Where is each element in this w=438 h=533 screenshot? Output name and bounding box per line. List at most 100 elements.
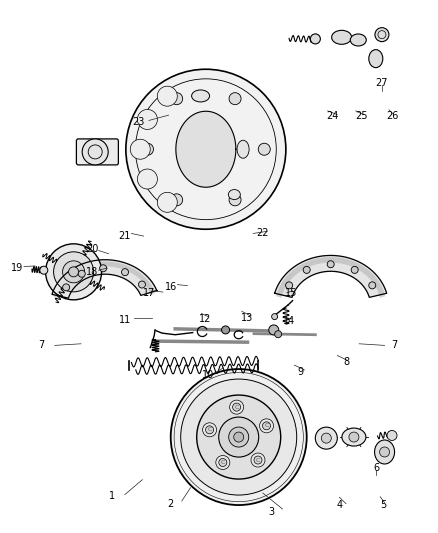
Circle shape: [387, 431, 397, 440]
Circle shape: [78, 270, 85, 277]
Text: 21: 21: [119, 231, 131, 240]
Ellipse shape: [237, 140, 249, 158]
Circle shape: [138, 109, 157, 130]
Text: C: C: [265, 423, 269, 429]
Circle shape: [260, 419, 273, 433]
Text: 12: 12: [199, 314, 211, 324]
Text: C: C: [221, 460, 225, 465]
Circle shape: [181, 379, 297, 495]
Text: 1: 1: [109, 491, 115, 500]
Circle shape: [254, 456, 262, 464]
Circle shape: [157, 86, 177, 106]
Circle shape: [380, 447, 389, 457]
Circle shape: [63, 261, 85, 283]
Circle shape: [82, 139, 108, 165]
Text: 9: 9: [297, 367, 303, 377]
Circle shape: [205, 426, 214, 434]
Circle shape: [197, 395, 281, 479]
Circle shape: [229, 194, 241, 206]
Circle shape: [327, 261, 334, 268]
Circle shape: [219, 417, 259, 457]
Text: 17: 17: [143, 288, 155, 298]
Text: 27: 27: [375, 78, 387, 87]
Circle shape: [53, 252, 94, 292]
Circle shape: [121, 269, 128, 276]
Ellipse shape: [191, 90, 210, 102]
Circle shape: [138, 281, 145, 288]
Text: C: C: [208, 427, 212, 432]
Polygon shape: [176, 111, 236, 187]
Circle shape: [69, 267, 78, 277]
Circle shape: [311, 34, 320, 44]
Ellipse shape: [228, 190, 240, 199]
Circle shape: [233, 403, 240, 411]
Text: 23: 23: [132, 117, 144, 126]
Circle shape: [272, 313, 278, 320]
Text: 22: 22: [257, 229, 269, 238]
Ellipse shape: [350, 34, 366, 46]
Circle shape: [141, 143, 153, 155]
Ellipse shape: [332, 30, 352, 44]
Circle shape: [349, 432, 359, 442]
Text: 8: 8: [343, 358, 349, 367]
Circle shape: [351, 266, 358, 273]
Circle shape: [216, 456, 230, 470]
Text: 24: 24: [327, 111, 339, 121]
Text: 7: 7: [39, 341, 45, 350]
Text: 18: 18: [86, 267, 98, 277]
Polygon shape: [52, 260, 157, 298]
Circle shape: [269, 325, 279, 335]
Circle shape: [303, 266, 310, 273]
Text: C: C: [234, 405, 239, 410]
Text: 15: 15: [285, 288, 297, 298]
Circle shape: [275, 330, 282, 338]
Ellipse shape: [369, 50, 383, 68]
Circle shape: [130, 139, 150, 159]
Text: 2: 2: [168, 499, 174, 508]
Circle shape: [219, 458, 227, 466]
Text: 7: 7: [391, 341, 397, 350]
Circle shape: [262, 422, 271, 430]
Text: 4: 4: [336, 500, 343, 510]
Text: 19: 19: [11, 263, 23, 273]
Text: 3: 3: [268, 507, 275, 516]
FancyBboxPatch shape: [76, 139, 118, 165]
Text: 6: 6: [374, 463, 380, 473]
Circle shape: [234, 432, 244, 442]
Text: 25: 25: [355, 111, 367, 121]
Text: 16: 16: [165, 282, 177, 292]
Circle shape: [203, 423, 217, 437]
Circle shape: [230, 400, 244, 414]
Text: 10: 10: [202, 370, 214, 379]
Text: 14: 14: [283, 316, 295, 326]
Ellipse shape: [342, 428, 366, 446]
Text: 13: 13: [241, 313, 254, 323]
Text: 20: 20: [86, 245, 98, 254]
Polygon shape: [275, 255, 387, 297]
Text: C: C: [256, 457, 260, 463]
Ellipse shape: [374, 440, 395, 464]
Circle shape: [251, 453, 265, 467]
Text: 26: 26: [386, 111, 398, 121]
Circle shape: [229, 93, 241, 104]
Circle shape: [369, 282, 376, 289]
Circle shape: [138, 169, 157, 189]
Circle shape: [40, 266, 48, 274]
Circle shape: [63, 284, 70, 291]
Circle shape: [46, 244, 102, 300]
Circle shape: [286, 282, 293, 289]
Circle shape: [171, 93, 183, 104]
Circle shape: [171, 369, 307, 505]
Circle shape: [321, 433, 331, 443]
Circle shape: [375, 28, 389, 42]
Circle shape: [126, 69, 286, 229]
Circle shape: [171, 194, 183, 206]
Circle shape: [258, 143, 270, 155]
Text: 5: 5: [380, 500, 386, 510]
Circle shape: [315, 427, 337, 449]
Circle shape: [100, 265, 107, 272]
Circle shape: [157, 192, 177, 212]
Text: 11: 11: [119, 315, 131, 325]
Circle shape: [229, 427, 249, 447]
Ellipse shape: [178, 117, 234, 181]
